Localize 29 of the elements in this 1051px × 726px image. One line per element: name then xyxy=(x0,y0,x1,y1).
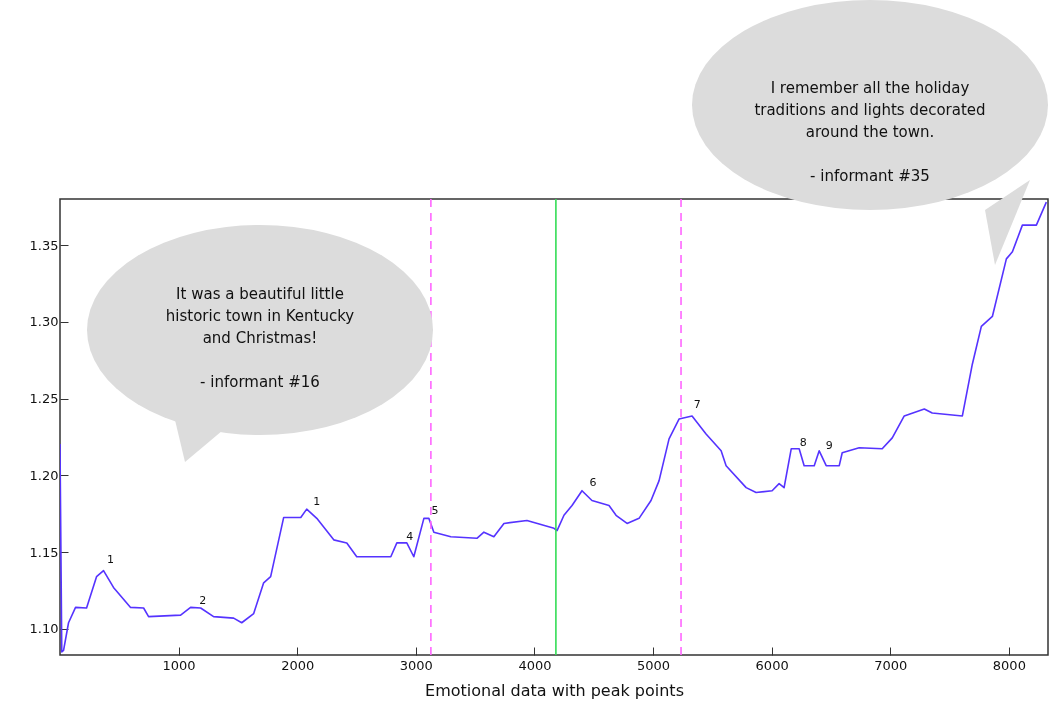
text: I remember all the holiday traditions and lights decorated around the town. xyxy=(753,78,987,143)
y-tick-label: 1.25 xyxy=(29,391,59,407)
annotation: 8 xyxy=(799,436,807,450)
annotation: 1 xyxy=(106,553,114,567)
y-tick-label: 1.30 xyxy=(29,314,59,330)
annotation: 9 xyxy=(825,439,833,453)
x-axis-title: Emotional data with peak points xyxy=(425,680,684,700)
text: - informant #35 xyxy=(809,166,931,187)
annotation: 1 xyxy=(313,494,321,508)
line-series xyxy=(60,201,1048,653)
x-tick-label: 3000 xyxy=(399,657,433,673)
x-tick-label: 6000 xyxy=(755,657,789,673)
y-tick-label: 1.35 xyxy=(29,237,59,253)
annotation: 5 xyxy=(431,503,439,517)
x-tick-label: 7000 xyxy=(874,657,908,673)
x-tick-label: 8000 xyxy=(992,657,1026,673)
x-tick-label: 2000 xyxy=(281,657,315,673)
y-tick-label: 1.15 xyxy=(29,544,59,560)
x-tick-label: 5000 xyxy=(636,657,671,673)
y-tick-label: 1.20 xyxy=(29,467,59,483)
x-tick-label: 4000 xyxy=(518,657,552,673)
annotation: 6 xyxy=(589,476,597,490)
annotation: - informant #16 xyxy=(199,372,321,393)
annotation: 4 xyxy=(406,529,414,543)
x-tick-label: 1000 xyxy=(162,657,196,673)
y-tick-label: 1.10 xyxy=(29,621,59,637)
annotation: 2 xyxy=(199,594,207,608)
annotation: 7 xyxy=(693,397,701,411)
annotation: It was a beautiful little historic town in Kentucky and Christmas! xyxy=(164,284,356,349)
